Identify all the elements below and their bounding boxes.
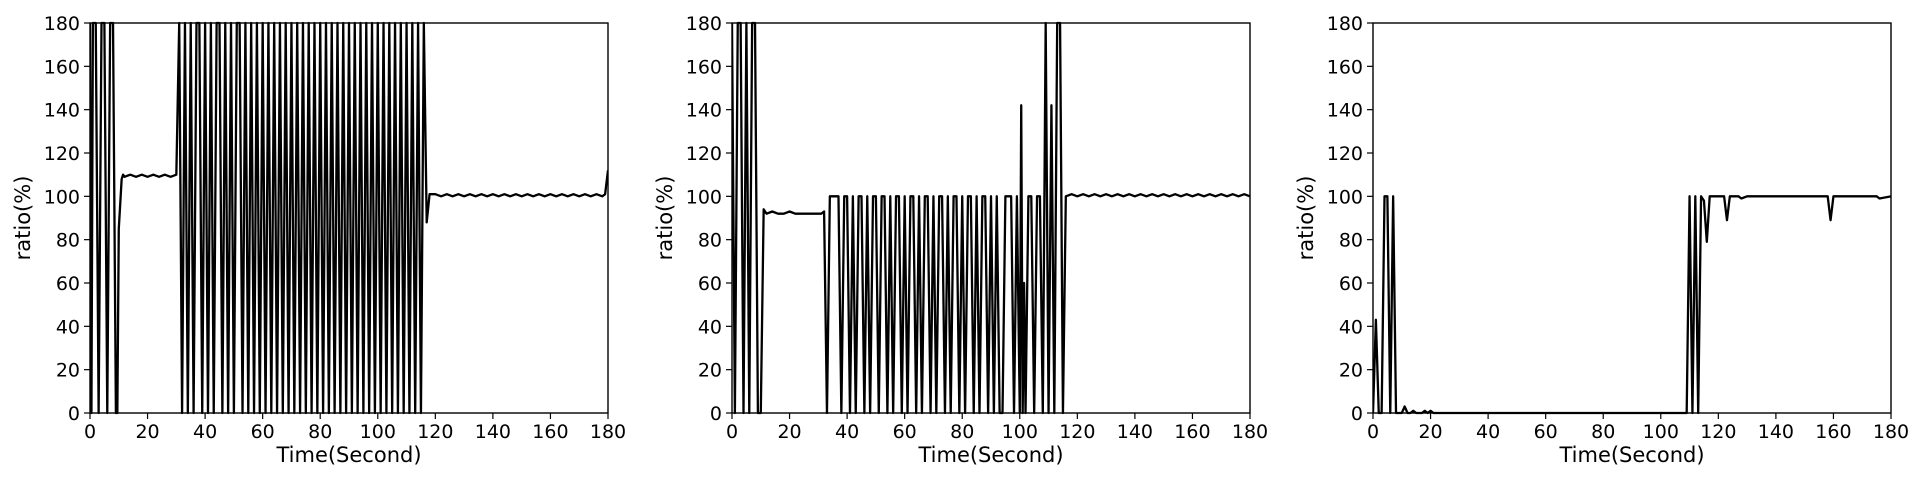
y-tick-label: 20 [56, 360, 80, 382]
y-tick-label: 160 [686, 56, 722, 78]
x-tick-label: 180 [590, 421, 626, 443]
plot-frame [89, 22, 609, 414]
series-line-1 [1373, 195, 1891, 415]
chart-panel-3: 0 20 40 60 80 100 120 140 160 180 0 20 40 60 80 100 120 1… [1294, 13, 1909, 467]
x-axis-label: Time(Second) [1558, 443, 1704, 467]
plot-frame [1372, 22, 1892, 414]
x-tick-label: 80 [950, 421, 974, 443]
y-tick-label: 0 [1351, 403, 1363, 425]
x-tick-label: 160 [1815, 421, 1851, 443]
y-tick-label: 80 [56, 230, 80, 252]
x-tick-label: 60 [251, 421, 275, 443]
y-axis-label: ratio(%) [1294, 176, 1318, 261]
y-tick-label: 140 [1327, 100, 1363, 122]
y-tick-label: 100 [1327, 186, 1363, 208]
x-tick-label: 100 [1002, 421, 1038, 443]
y-tick-label: 80 [698, 230, 722, 252]
y-axis-label: ratio(%) [653, 176, 677, 261]
series-line-1 [732, 21, 1250, 415]
x-tick-label: 120 [1700, 421, 1736, 443]
x-tick-label: 80 [308, 421, 332, 443]
x-tick-label: 160 [1174, 421, 1210, 443]
y-tick-label: 20 [1339, 360, 1363, 382]
y-tick-label: 80 [1339, 230, 1363, 252]
y-tick-label: 120 [686, 143, 722, 165]
x-tick-label: 180 [1873, 421, 1909, 443]
x-tick-label: 160 [532, 421, 568, 443]
y-tick-label: 40 [698, 316, 722, 338]
y-tick-label: 160 [44, 56, 80, 78]
y-tick-label: 140 [44, 100, 80, 122]
y-tick-label: 60 [1339, 273, 1363, 295]
x-tick-label: 140 [475, 421, 511, 443]
x-tick-label: 60 [1534, 421, 1558, 443]
x-tick-label: 120 [417, 421, 453, 443]
x-tick-label: 20 [135, 421, 159, 443]
y-tick-label: 0 [710, 403, 722, 425]
chart-panel-1: 0 20 40 60 80 100 120 140 160 180 0 20 40 60 80 100 120 1… [11, 13, 626, 467]
y-tick-label: 100 [686, 186, 722, 208]
x-tick-label: 180 [1232, 421, 1268, 443]
x-tick-label: 60 [893, 421, 917, 443]
y-tick-label: 100 [44, 186, 80, 208]
y-tick-label: 60 [698, 273, 722, 295]
x-tick-label: 140 [1117, 421, 1153, 443]
x-tick-label: 140 [1758, 421, 1794, 443]
x-tick-label: 40 [1476, 421, 1500, 443]
y-tick-label: 120 [44, 143, 80, 165]
x-tick-label: 40 [193, 421, 217, 443]
x-axis-label: Time(Second) [917, 443, 1063, 467]
y-tick-label: 40 [1339, 316, 1363, 338]
x-tick-label: 40 [835, 421, 859, 443]
series-line-1 [90, 21, 608, 415]
x-tick-label: 0 [84, 421, 96, 443]
x-tick-label: 100 [360, 421, 396, 443]
x-tick-label: 0 [1367, 421, 1379, 443]
x-tick-label: 100 [1643, 421, 1679, 443]
y-tick-label: 120 [1327, 143, 1363, 165]
y-tick-label: 180 [686, 13, 722, 35]
x-tick-label: 80 [1591, 421, 1615, 443]
y-tick-label: 180 [44, 13, 80, 35]
y-tick-label: 160 [1327, 56, 1363, 78]
y-axis-label: ratio(%) [11, 176, 35, 261]
y-tick-label: 0 [68, 403, 80, 425]
x-tick-label: 20 [777, 421, 801, 443]
y-tick-label: 180 [1327, 13, 1363, 35]
plot-frame [731, 22, 1251, 414]
y-tick-label: 140 [686, 100, 722, 122]
x-axis-label: Time(Second) [275, 443, 421, 467]
x-tick-label: 20 [1418, 421, 1442, 443]
x-tick-label: 0 [726, 421, 738, 443]
y-tick-label: 40 [56, 316, 80, 338]
x-tick-label: 120 [1059, 421, 1095, 443]
chart-panel-2: 0 20 40 60 80 100 120 140 160 180 0 20 40 60 80 100 120 1… [653, 13, 1268, 467]
y-tick-label: 20 [698, 360, 722, 382]
y-tick-label: 60 [56, 273, 80, 295]
